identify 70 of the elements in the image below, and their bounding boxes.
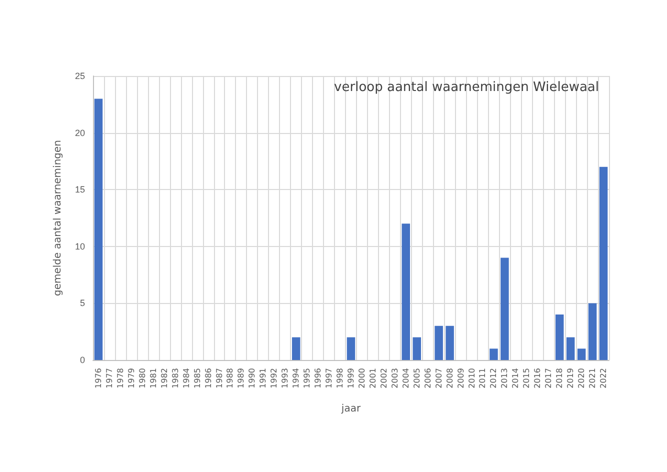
x-tick-label: 1996	[314, 368, 323, 388]
y-tick-label: 15	[74, 184, 85, 195]
x-tick-label: 1984	[182, 368, 191, 388]
x-tick-label: 2012	[489, 368, 498, 388]
bar	[599, 166, 608, 360]
x-tick-label: 1977	[104, 368, 114, 388]
x-tick-label: 2004	[401, 368, 410, 388]
y-tick-label: 5	[80, 298, 85, 308]
x-tick-label: 2003	[390, 368, 400, 388]
bar	[346, 337, 356, 360]
x-tick-label: 2013	[500, 368, 510, 388]
bar	[500, 258, 509, 360]
x-tick-label: 2010	[467, 368, 476, 388]
x-tick-label: 2014	[511, 368, 520, 388]
x-tick-label: 2020	[577, 368, 586, 388]
x-tick-label: 2018	[555, 368, 564, 388]
x-tick-label: 1992	[270, 368, 279, 388]
x-tick-label: 2006	[423, 368, 432, 388]
x-tick-label: 1999	[346, 368, 356, 388]
x-tick-label: 2021	[588, 368, 598, 388]
x-tick-label: 2011	[478, 368, 488, 388]
bar	[434, 326, 443, 360]
x-tick-label: 1989	[236, 368, 246, 388]
x-tick-label: 1986	[204, 368, 213, 388]
x-tick-label: 1983	[170, 368, 180, 388]
x-tick-label: 1985	[192, 368, 202, 388]
chart-title: verloop aantal waarnemingen Wielewaal	[334, 80, 600, 95]
x-tick-label: 1998	[336, 368, 345, 388]
bar	[577, 348, 586, 360]
y-tick-label: 0	[80, 355, 85, 365]
bar	[412, 337, 421, 360]
y-tick-label: 25	[74, 71, 85, 81]
bar	[490, 348, 498, 360]
bar	[446, 326, 454, 360]
x-tick-label: 1997	[324, 368, 334, 388]
y-tick-label: 20	[74, 128, 85, 138]
x-tick-label: 1990	[248, 368, 257, 388]
x-tick-label: 1981	[148, 368, 158, 388]
x-tick-label: 1978	[116, 368, 125, 388]
x-tick-label: 2009	[456, 368, 466, 388]
x-tick-label: 2017	[544, 368, 554, 388]
x-tick-label: 1979	[126, 368, 136, 388]
x-tick-label: 1987	[214, 368, 224, 388]
x-tick-label: 1982	[160, 368, 169, 388]
y-axis-title: gemelde aantal waarnemingen	[52, 140, 64, 296]
x-tick-label: 2016	[533, 368, 542, 388]
x-tick-label: 1993	[280, 368, 290, 388]
x-tick-label: 2000	[357, 368, 366, 388]
x-tick-label: 2019	[566, 368, 576, 388]
bar	[555, 314, 564, 360]
x-tick-label: 1991	[258, 368, 268, 388]
x-tick-label: 2022	[599, 368, 608, 388]
y-tick-label: 10	[74, 241, 85, 252]
x-tick-label: 2001	[368, 368, 378, 388]
x-tick-label: 1988	[226, 368, 235, 388]
x-tick-label: 1976	[94, 368, 103, 388]
x-tick-label: 2015	[522, 368, 532, 388]
bar	[566, 337, 575, 360]
x-axis-title: jaar	[340, 404, 362, 414]
x-tick-label: 1994	[292, 368, 301, 388]
x-tick-label: 1980	[138, 368, 147, 388]
x-tick-label: 2005	[412, 368, 422, 388]
bar	[588, 303, 597, 360]
bar	[402, 224, 410, 360]
x-tick-label: 2007	[434, 368, 444, 388]
bar	[94, 98, 103, 360]
bar	[292, 337, 300, 360]
x-tick-label: 2008	[445, 368, 454, 388]
x-tick-label: 1995	[302, 368, 312, 388]
x-tick-label: 2002	[379, 368, 388, 388]
